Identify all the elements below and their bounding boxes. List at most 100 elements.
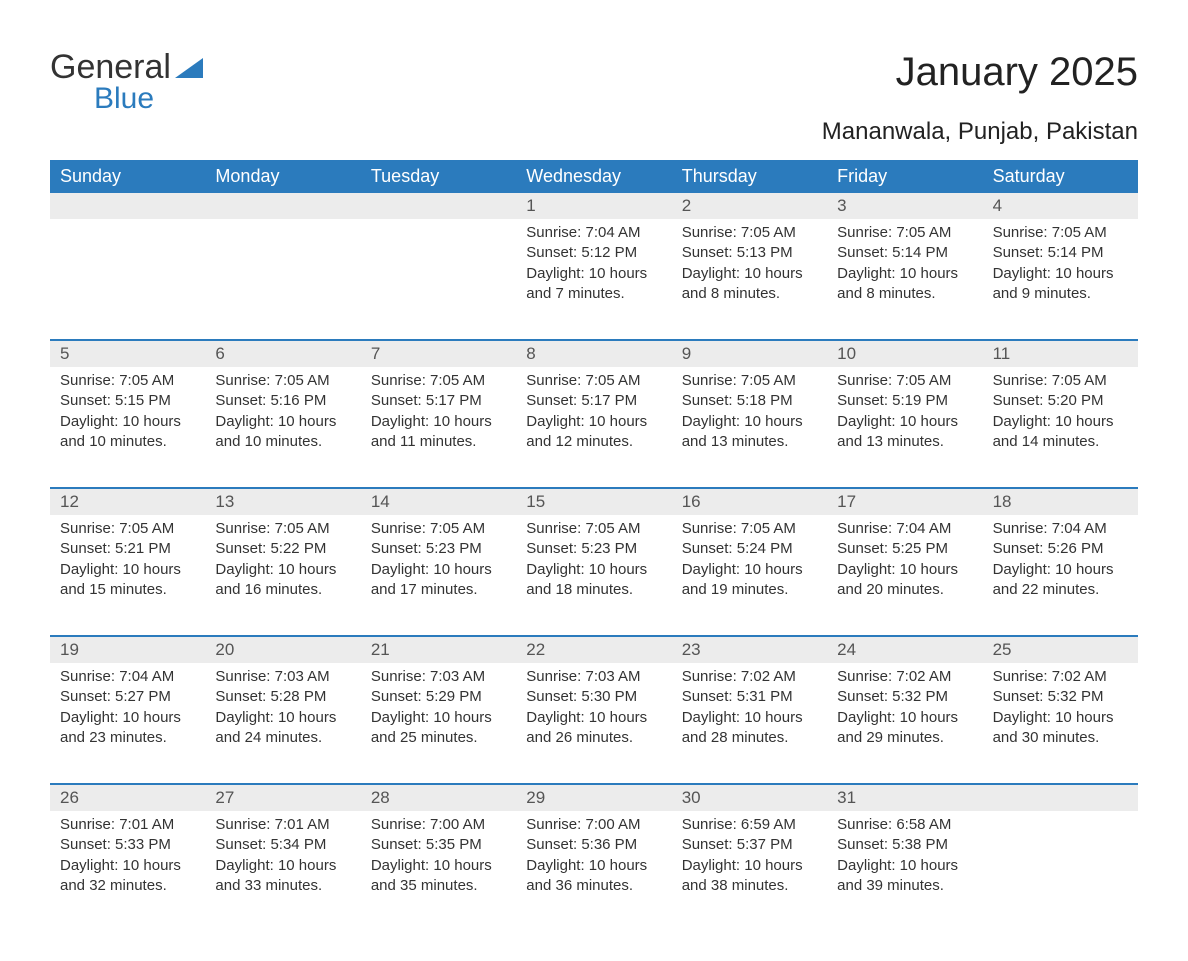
sunrise-text: Sunrise: 7:01 AM — [215, 815, 350, 835]
day-number: 27 — [205, 785, 360, 811]
day-number: 14 — [361, 489, 516, 515]
weeks-container: 1234Sunrise: 7:04 AMSunset: 5:12 PMDayli… — [50, 193, 1138, 921]
daylight-text: Daylight: 10 hours and 29 minutes. — [837, 708, 972, 749]
weekday-header-row: Sunday Monday Tuesday Wednesday Thursday… — [50, 160, 1138, 193]
day-number: 11 — [983, 341, 1138, 367]
weekday-header: Friday — [827, 160, 982, 193]
location-subtitle: Mananwala, Punjab, Pakistan — [50, 118, 1138, 146]
day-cell: Sunrise: 7:04 AMSunset: 5:25 PMDaylight:… — [827, 515, 982, 625]
day-cell: Sunrise: 7:05 AMSunset: 5:13 PMDaylight:… — [672, 219, 827, 329]
daylight-text: Daylight: 10 hours and 25 minutes. — [371, 708, 506, 749]
day-number: 8 — [516, 341, 671, 367]
daylight-text: Daylight: 10 hours and 15 minutes. — [60, 560, 195, 601]
sunrise-text: Sunrise: 7:03 AM — [371, 667, 506, 687]
calendar-week: 567891011Sunrise: 7:05 AMSunset: 5:15 PM… — [50, 339, 1138, 477]
sunset-text: Sunset: 5:32 PM — [993, 687, 1128, 707]
day-number-row: 12131415161718 — [50, 489, 1138, 515]
day-cell: Sunrise: 7:03 AMSunset: 5:29 PMDaylight:… — [361, 663, 516, 773]
sunrise-text: Sunrise: 7:05 AM — [682, 223, 817, 243]
day-number: 30 — [672, 785, 827, 811]
calendar-week: 12131415161718Sunrise: 7:05 AMSunset: 5:… — [50, 487, 1138, 625]
day-cell: Sunrise: 7:05 AMSunset: 5:14 PMDaylight:… — [827, 219, 982, 329]
day-number: 22 — [516, 637, 671, 663]
sunrise-text: Sunrise: 7:02 AM — [682, 667, 817, 687]
sunrise-text: Sunrise: 7:05 AM — [371, 371, 506, 391]
sunset-text: Sunset: 5:22 PM — [215, 539, 350, 559]
sunrise-text: Sunrise: 7:05 AM — [682, 371, 817, 391]
sunrise-text: Sunrise: 7:02 AM — [837, 667, 972, 687]
daylight-text: Daylight: 10 hours and 33 minutes. — [215, 856, 350, 897]
sunrise-text: Sunrise: 7:05 AM — [837, 223, 972, 243]
day-cell: Sunrise: 7:05 AMSunset: 5:24 PMDaylight:… — [672, 515, 827, 625]
day-cell: Sunrise: 7:04 AMSunset: 5:26 PMDaylight:… — [983, 515, 1138, 625]
sunset-text: Sunset: 5:27 PM — [60, 687, 195, 707]
daylight-text: Daylight: 10 hours and 13 minutes. — [837, 412, 972, 453]
day-number-row: 262728293031 — [50, 785, 1138, 811]
day-cell: Sunrise: 7:01 AMSunset: 5:33 PMDaylight:… — [50, 811, 205, 921]
day-number: 4 — [983, 193, 1138, 219]
sunset-text: Sunset: 5:26 PM — [993, 539, 1128, 559]
day-cell: Sunrise: 7:04 AMSunset: 5:12 PMDaylight:… — [516, 219, 671, 329]
day-number: 13 — [205, 489, 360, 515]
day-cell: Sunrise: 7:05 AMSunset: 5:17 PMDaylight:… — [516, 367, 671, 477]
weekday-header: Wednesday — [516, 160, 671, 193]
sunrise-text: Sunrise: 7:02 AM — [993, 667, 1128, 687]
sunrise-text: Sunrise: 6:58 AM — [837, 815, 972, 835]
daylight-text: Daylight: 10 hours and 7 minutes. — [526, 264, 661, 305]
day-cell: Sunrise: 7:02 AMSunset: 5:32 PMDaylight:… — [827, 663, 982, 773]
day-number: 5 — [50, 341, 205, 367]
daylight-text: Daylight: 10 hours and 23 minutes. — [60, 708, 195, 749]
day-cell: Sunrise: 7:05 AMSunset: 5:20 PMDaylight:… — [983, 367, 1138, 477]
sunrise-text: Sunrise: 7:00 AM — [526, 815, 661, 835]
day-cell: Sunrise: 7:05 AMSunset: 5:23 PMDaylight:… — [361, 515, 516, 625]
weekday-header: Sunday — [50, 160, 205, 193]
sunrise-text: Sunrise: 7:05 AM — [60, 519, 195, 539]
day-cell: Sunrise: 6:58 AMSunset: 5:38 PMDaylight:… — [827, 811, 982, 921]
sunset-text: Sunset: 5:25 PM — [837, 539, 972, 559]
day-number: 7 — [361, 341, 516, 367]
day-number — [205, 193, 360, 219]
day-number-row: 567891011 — [50, 341, 1138, 367]
day-cell: Sunrise: 7:04 AMSunset: 5:27 PMDaylight:… — [50, 663, 205, 773]
daylight-text: Daylight: 10 hours and 26 minutes. — [526, 708, 661, 749]
day-cell: Sunrise: 7:05 AMSunset: 5:18 PMDaylight:… — [672, 367, 827, 477]
header: General Blue January 2025 — [50, 50, 1138, 114]
weekday-header: Monday — [205, 160, 360, 193]
calendar-week: 19202122232425Sunrise: 7:04 AMSunset: 5:… — [50, 635, 1138, 773]
day-cell: Sunrise: 7:00 AMSunset: 5:36 PMDaylight:… — [516, 811, 671, 921]
sunrise-text: Sunrise: 7:05 AM — [993, 223, 1128, 243]
daylight-text: Daylight: 10 hours and 28 minutes. — [682, 708, 817, 749]
day-cell: Sunrise: 6:59 AMSunset: 5:37 PMDaylight:… — [672, 811, 827, 921]
sunset-text: Sunset: 5:32 PM — [837, 687, 972, 707]
calendar-week: 1234Sunrise: 7:04 AMSunset: 5:12 PMDayli… — [50, 193, 1138, 329]
sunset-text: Sunset: 5:14 PM — [837, 243, 972, 263]
daylight-text: Daylight: 10 hours and 20 minutes. — [837, 560, 972, 601]
day-cell: Sunrise: 7:05 AMSunset: 5:22 PMDaylight:… — [205, 515, 360, 625]
sunrise-text: Sunrise: 7:05 AM — [371, 519, 506, 539]
day-number: 23 — [672, 637, 827, 663]
day-cell: Sunrise: 7:05 AMSunset: 5:14 PMDaylight:… — [983, 219, 1138, 329]
day-number: 3 — [827, 193, 982, 219]
day-number: 20 — [205, 637, 360, 663]
sunset-text: Sunset: 5:12 PM — [526, 243, 661, 263]
daylight-text: Daylight: 10 hours and 13 minutes. — [682, 412, 817, 453]
day-number: 6 — [205, 341, 360, 367]
day-number: 28 — [361, 785, 516, 811]
day-number — [983, 785, 1138, 811]
day-number: 10 — [827, 341, 982, 367]
sunset-text: Sunset: 5:35 PM — [371, 835, 506, 855]
day-number: 17 — [827, 489, 982, 515]
day-cell: Sunrise: 7:02 AMSunset: 5:31 PMDaylight:… — [672, 663, 827, 773]
sunrise-text: Sunrise: 6:59 AM — [682, 815, 817, 835]
sunset-text: Sunset: 5:17 PM — [371, 391, 506, 411]
sunset-text: Sunset: 5:36 PM — [526, 835, 661, 855]
day-cell: Sunrise: 7:05 AMSunset: 5:19 PMDaylight:… — [827, 367, 982, 477]
sunrise-text: Sunrise: 7:03 AM — [215, 667, 350, 687]
day-number-row: 19202122232425 — [50, 637, 1138, 663]
sunrise-text: Sunrise: 7:04 AM — [993, 519, 1128, 539]
sunrise-text: Sunrise: 7:05 AM — [837, 371, 972, 391]
day-number-row: 1234 — [50, 193, 1138, 219]
day-number: 26 — [50, 785, 205, 811]
sunset-text: Sunset: 5:30 PM — [526, 687, 661, 707]
brand-name-part1: General — [50, 48, 171, 86]
